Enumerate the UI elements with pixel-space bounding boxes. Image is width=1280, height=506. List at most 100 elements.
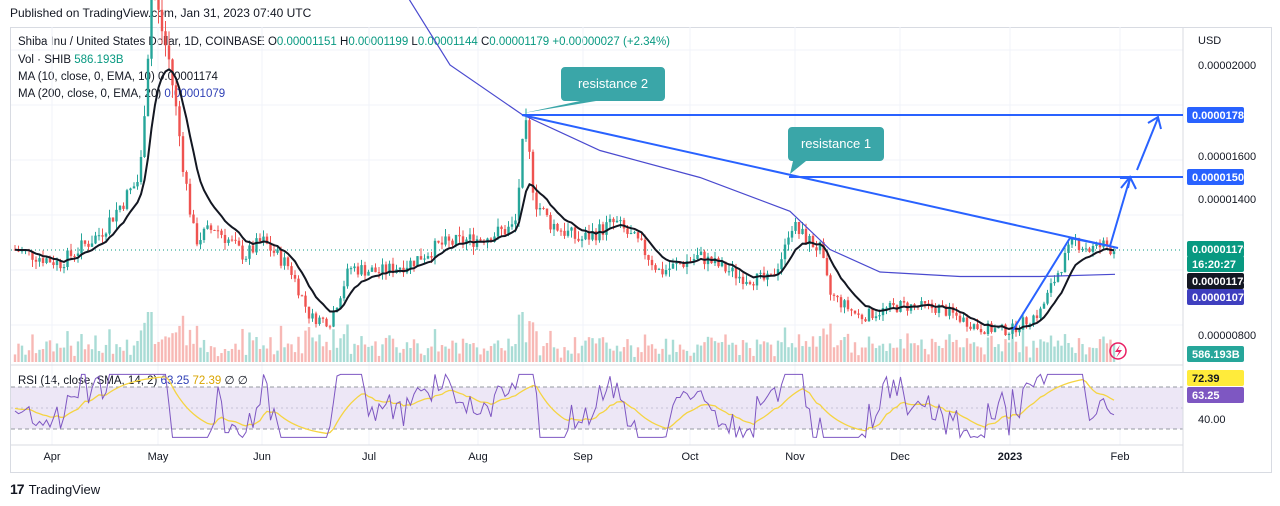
candle-body <box>234 239 237 241</box>
low-value: 0.00001144 <box>417 36 478 48</box>
volume-bar <box>972 342 976 362</box>
time-tick-4: Aug <box>468 451 488 463</box>
drawings[interactable] <box>521 114 1183 331</box>
alert-icon[interactable] <box>1109 342 1127 360</box>
candle-body <box>34 259 38 262</box>
volume-bar <box>437 351 440 362</box>
volume-bar <box>167 337 171 362</box>
volume-bar <box>1046 342 1049 362</box>
price-tick-0: 0.00002000 <box>1198 60 1256 72</box>
brand[interactable]: 17 TradingView <box>10 481 100 497</box>
volume-bar <box>685 350 689 362</box>
candle-body <box>552 223 556 230</box>
volume-bar <box>458 353 461 362</box>
candle-body <box>132 186 136 189</box>
candle-body <box>1032 315 1035 325</box>
volume-bar <box>314 341 318 362</box>
candle-body <box>601 224 605 235</box>
volume-bar <box>48 340 52 362</box>
volume-bar <box>230 348 234 362</box>
volume-bar <box>689 355 692 362</box>
candle-body <box>1021 317 1025 330</box>
candle-body <box>657 268 661 270</box>
volume-bar <box>608 348 612 362</box>
candle-body <box>566 230 570 236</box>
high-value: 0.00001199 <box>348 36 409 48</box>
candle-body <box>1105 240 1109 247</box>
volume-bar <box>545 342 549 362</box>
volume-bar <box>87 344 90 362</box>
volume-bar <box>678 344 682 362</box>
volume-bar <box>829 323 832 362</box>
candle-body <box>52 262 55 266</box>
resistance-1-callout[interactable]: resistance 1 <box>788 127 884 174</box>
candle-body <box>965 317 969 327</box>
svg-text:63.25: 63.25 <box>1192 390 1220 402</box>
candle-body <box>780 259 783 270</box>
candle-body <box>108 217 111 234</box>
volume-bar <box>850 352 853 362</box>
candle-body <box>545 208 549 215</box>
candle-body <box>580 239 584 241</box>
volume-bar <box>192 343 195 362</box>
candle-body <box>38 258 41 262</box>
candle-body <box>1039 308 1042 319</box>
candle-body <box>745 281 748 285</box>
descending-trendline[interactable] <box>521 114 1119 249</box>
volume-bar <box>1067 342 1070 362</box>
candle-body <box>293 274 297 279</box>
volume-bar <box>1004 339 1007 362</box>
candle-body <box>755 273 759 286</box>
volume-bar <box>773 356 776 362</box>
candle-body <box>339 298 342 308</box>
candle-body <box>353 266 356 269</box>
candle-body <box>493 236 496 242</box>
volume-bar <box>710 337 713 362</box>
projection-arrow[interactable] <box>1136 117 1159 171</box>
candle-body <box>748 281 752 285</box>
close-value: 0.00001179 <box>489 36 550 48</box>
volume-bar <box>864 347 867 362</box>
candle-body <box>59 260 62 269</box>
candle-body <box>479 239 482 241</box>
volume-bar <box>283 347 286 362</box>
volume-bar <box>503 350 507 362</box>
volume-bar <box>668 354 671 362</box>
volume-bar <box>825 334 829 362</box>
candle-body <box>489 238 493 242</box>
volume-bar <box>920 339 923 362</box>
candle-body <box>346 268 349 287</box>
candle-body <box>825 258 829 276</box>
projection-path[interactable] <box>1012 177 1131 331</box>
volume-bar <box>475 347 479 362</box>
rsi-sma-value: 72.39 <box>192 375 222 387</box>
candle-body <box>458 234 461 237</box>
volume-bar <box>598 338 601 362</box>
volume-bar <box>923 348 927 362</box>
candle-body <box>104 233 108 237</box>
candle-body <box>801 228 804 235</box>
candle-body <box>150 0 153 59</box>
candle-body <box>969 326 972 329</box>
candle-body <box>496 226 500 237</box>
volume-bar <box>874 348 878 362</box>
svg-text:16:20:27: 16:20:27 <box>1192 259 1236 271</box>
volume-bar <box>398 352 402 362</box>
candle-body <box>370 267 374 272</box>
volume-bar <box>573 337 577 362</box>
volume-bar <box>388 335 391 362</box>
price-tag-1: 0.00001505 <box>1187 169 1250 185</box>
candle-body <box>850 309 853 311</box>
candle-body <box>181 136 185 172</box>
volume-bar <box>1007 342 1011 362</box>
published-note: Published on TradingView.com, Jan 31, 20… <box>10 6 312 20</box>
candle-body <box>556 223 559 231</box>
candle-body <box>643 239 647 256</box>
candle-body <box>671 263 675 269</box>
candle-body <box>962 317 965 322</box>
candle-body <box>934 308 937 313</box>
candle-body <box>297 278 300 296</box>
candle-body <box>321 317 325 319</box>
resistance-2-callout[interactable]: resistance 2 <box>524 67 665 113</box>
